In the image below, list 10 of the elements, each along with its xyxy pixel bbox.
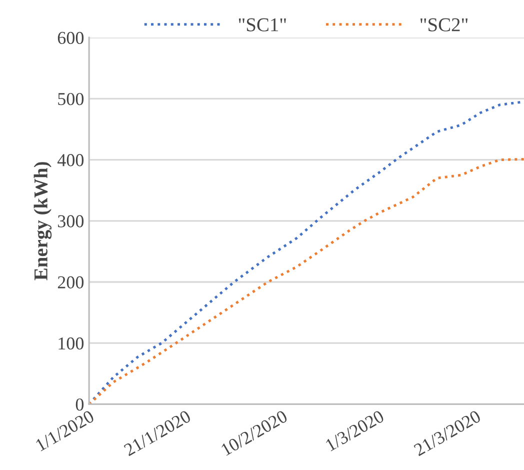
y-axis-title: Energy (kWh) <box>34 162 52 280</box>
y-tick-label: 100 <box>58 337 84 350</box>
y-tick-label: 600 <box>58 32 84 44</box>
y-tick-label: 300 <box>58 215 84 228</box>
y-tick-label: 0 <box>76 398 84 411</box>
y-tick-label: 400 <box>57 154 84 166</box>
y-tick-label: 500 <box>58 92 84 106</box>
legend-label: "SC2" <box>420 18 468 32</box>
y-tick-label: 200 <box>58 276 84 288</box>
legend-label: "SC1" <box>238 18 286 32</box>
